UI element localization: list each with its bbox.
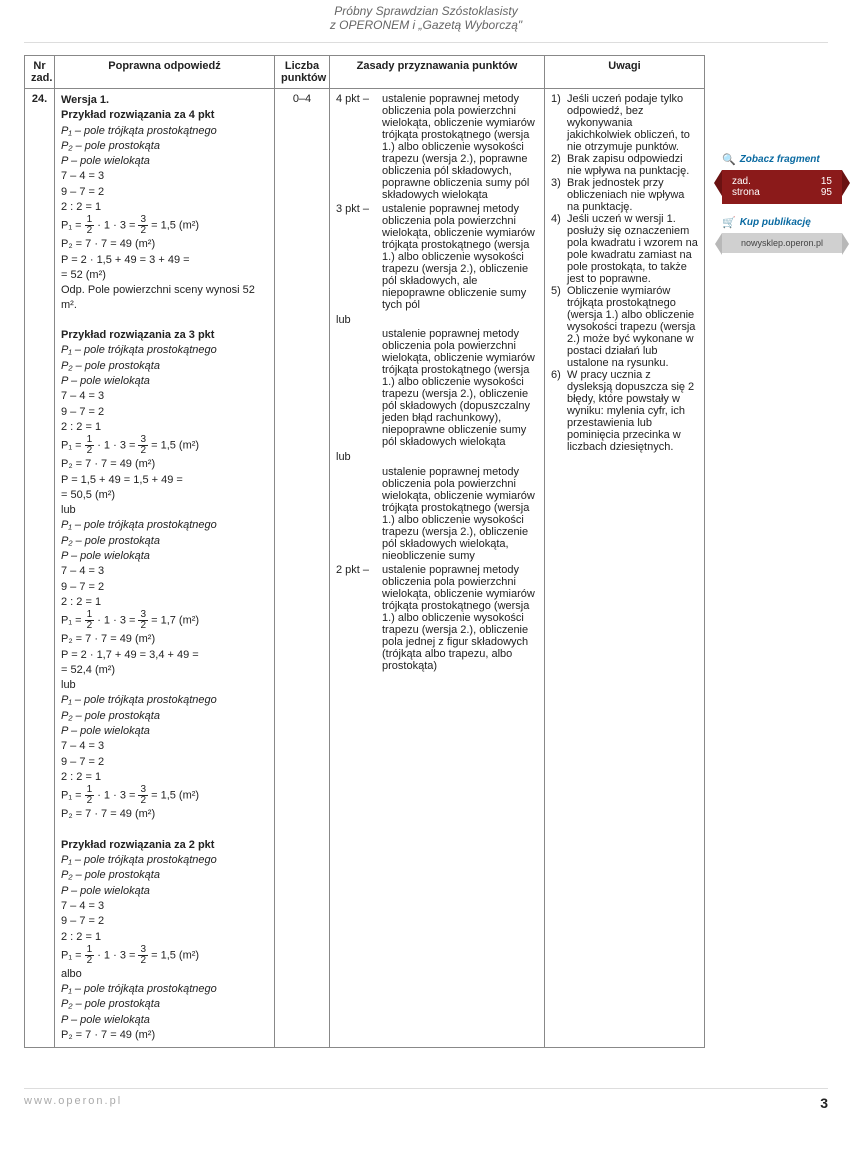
table-row: 24. Wersja 1. Przykład rozwiązania za 4 … [25,89,705,1048]
ans-c3: 2 : 2 = 1 [61,200,268,214]
rule-2pkt: 2 pkt – [336,564,382,576]
ans-p1: P₁ – pole trójkąta prostokątnego [61,124,268,138]
kup-publikacje-link[interactable]: 🛒 Kup publikację [722,216,842,229]
sidebar: 🔍 Zobacz fragment zad.strona 1595 🛒 Kup … [722,153,842,253]
th-pkt: Liczba punktów [275,56,330,89]
ans-p2: P₂ – pole prostokąta [61,139,268,153]
th-odp: Poprawna odpowiedź [55,56,275,89]
page-number: 3 [820,1095,828,1111]
rule-3pkt: 3 pkt – [336,203,382,215]
cell-answer: Wersja 1. Przykład rozwiązania za 4 pkt … [55,89,275,1048]
header-line2: z OPERONEM i „Gazetą Wyborczą" [24,18,828,32]
cell-notes: 1)Jeśli uczeń podaje tylko odpowiedź, be… [545,89,705,1048]
ans-ex3: Przykład rozwiązania za 3 pkt [61,328,268,342]
answer-key-table: Nr zad. Poprawna odpowiedź Liczba punktó… [24,55,705,1048]
footer-url: www.operon.pl [24,1095,122,1111]
th-zas: Zasady przyznawania punktów [330,56,545,89]
rule-4pkt: 4 pkt – [336,93,382,105]
ans-eq3: P = 2 · 1,5 + 49 = 3 + 49 = [61,253,268,267]
header-line1: Próbny Sprawdzian Szóstoklasisty [24,4,828,18]
ans-odp: Odp. Pole powierzchni sceny wynosi 52 m²… [61,283,268,312]
lub: lub [61,503,268,517]
zobacz-fragment-link[interactable]: 🔍 Zobacz fragment [722,153,842,166]
cell-rules: 4 pkt – ustalenie poprawnej metody oblic… [330,89,545,1048]
cell-points: 0–4 [275,89,330,1048]
cell-nr: 24. [25,89,55,1048]
cart-icon: 🛒 [722,216,736,229]
page-ref-ribbon[interactable]: zad.strona 1595 [722,170,842,204]
shop-ribbon[interactable]: nowysklep.operon.pl [722,233,842,253]
ans-eq2: P₂ = 7 · 7 = 49 (m²) [61,237,268,251]
page-footer: www.operon.pl 3 [24,1088,828,1111]
ans-eq3b: = 52 (m²) [61,268,268,282]
ans-pw: P – pole wielokąta [61,154,268,168]
ans-ex2: Przykład rozwiązania za 2 pkt [61,838,268,852]
magnifier-icon: 🔍 [722,153,736,166]
ans-c1: 7 – 4 = 3 [61,169,268,183]
th-uw: Uwagi [545,56,705,89]
albo: albo [61,967,268,981]
ans-version: Wersja 1. [61,93,268,107]
ans-c2: 9 – 7 = 2 [61,185,268,199]
page-header: Próbny Sprawdzian Szóstoklasisty z OPERO… [24,0,828,43]
ans-eq1: P₁ = 12 · 1 · 3 = 32 = 1,5 (m²) [61,215,268,236]
th-nr: Nr zad. [25,56,55,89]
ans-ex4: Przykład rozwiązania za 4 pkt [61,108,268,122]
